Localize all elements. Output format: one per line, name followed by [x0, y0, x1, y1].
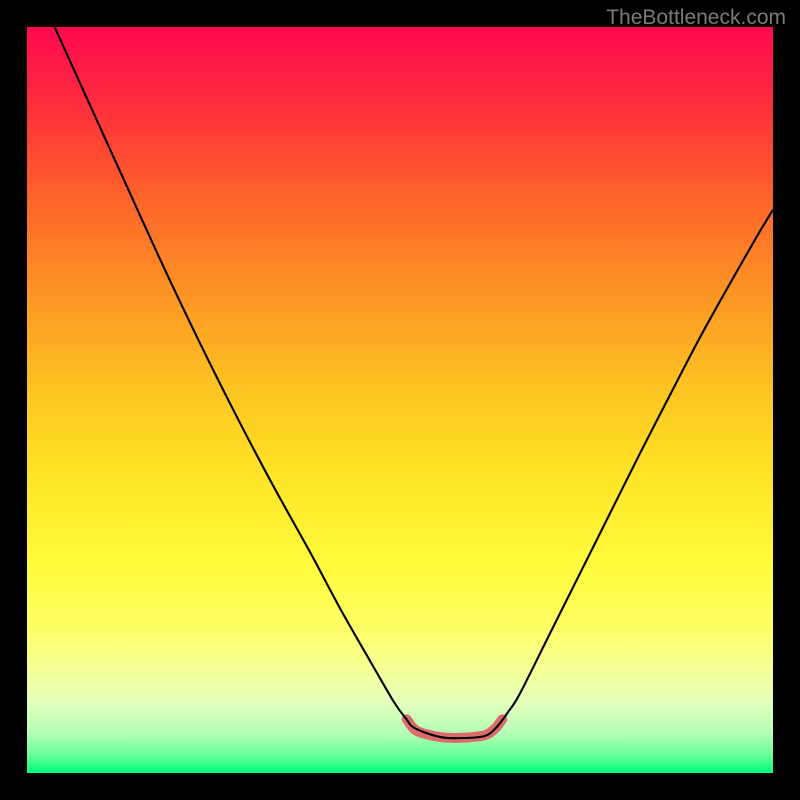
chart-container — [27, 27, 773, 773]
plot-area — [27, 27, 773, 773]
watermark-text: TheBottleneck.com — [606, 6, 786, 30]
curve-main — [55, 27, 773, 738]
chart-curves — [27, 27, 773, 773]
